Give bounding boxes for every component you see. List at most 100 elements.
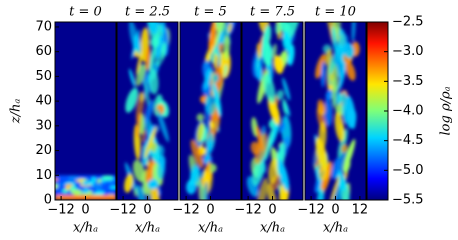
density-streak xyxy=(219,51,226,77)
density-field xyxy=(186,22,236,200)
x-tick-label: 0 xyxy=(268,203,276,218)
density-streak xyxy=(150,184,160,200)
density-streak xyxy=(286,22,300,40)
density-blob xyxy=(55,183,59,189)
density-streak xyxy=(155,34,163,60)
y-tick-label: 0 xyxy=(44,193,52,208)
density-blob xyxy=(97,178,102,183)
x-tick-label: 0 xyxy=(331,203,339,218)
density-blob xyxy=(70,185,77,191)
x-axis-label: x/hₐ xyxy=(260,221,285,236)
density-streak xyxy=(156,108,170,143)
density-blob xyxy=(92,182,102,189)
density-streak xyxy=(215,22,227,33)
density-blob xyxy=(91,176,96,183)
density-streak xyxy=(161,41,167,60)
density-streak xyxy=(190,139,204,169)
density-streak xyxy=(135,63,147,87)
y-tick-label: 20 xyxy=(35,143,52,158)
x-tick-label: 0 xyxy=(143,203,151,218)
density-streak xyxy=(263,73,276,104)
x-tick-label: −12 xyxy=(109,203,136,218)
density-streak xyxy=(154,144,165,159)
density-streak xyxy=(264,128,274,161)
density-streak xyxy=(144,99,154,124)
density-streak xyxy=(317,161,321,173)
panel-title: t = 2.5 xyxy=(125,5,170,20)
density-streak xyxy=(254,132,268,165)
density-streak xyxy=(262,41,273,67)
density-streak xyxy=(129,68,136,88)
density-streak xyxy=(315,166,320,183)
panel xyxy=(180,22,241,200)
density-streak xyxy=(277,31,283,40)
colorbar-tick-label: −3.0 xyxy=(392,44,424,59)
density-streak xyxy=(267,96,281,125)
density-streak xyxy=(190,164,201,185)
density-streak xyxy=(209,120,215,129)
density-streak xyxy=(256,177,268,200)
density-streak xyxy=(282,31,292,52)
density-blob xyxy=(94,190,105,195)
density-streak xyxy=(282,98,288,115)
panel-title: t = 5 xyxy=(194,5,227,20)
x-tick-label: −12 xyxy=(297,203,324,218)
density-streak xyxy=(273,55,284,74)
x-tick-label: −12 xyxy=(172,203,199,218)
colorbar-tick-label: −3.5 xyxy=(392,74,424,89)
density-streak xyxy=(144,162,156,183)
x-tick-label: −12 xyxy=(234,203,261,218)
x-axis-label: x/hₐ xyxy=(135,221,160,236)
density-field xyxy=(313,22,360,200)
density-streak xyxy=(277,159,290,192)
density-streak xyxy=(132,159,146,183)
x-tick-label: 0 xyxy=(206,203,214,218)
density-streak xyxy=(223,35,230,61)
y-axis-label: z/hₐ xyxy=(9,99,24,125)
density-streak xyxy=(211,73,219,83)
density-streak xyxy=(156,160,166,180)
density-blob xyxy=(96,187,101,191)
density-streak xyxy=(343,138,356,171)
density-streak xyxy=(334,111,345,143)
density-streak xyxy=(208,28,214,52)
density-streak xyxy=(212,82,222,117)
density-blob xyxy=(55,178,59,181)
panel xyxy=(242,22,303,200)
x-axis-label: x/hₐ xyxy=(198,221,223,236)
density-streak xyxy=(136,51,143,76)
density-streak xyxy=(150,37,160,48)
density-streak xyxy=(343,42,355,59)
density-blob xyxy=(68,175,80,181)
density-streak xyxy=(339,179,350,200)
density-streak xyxy=(161,22,166,35)
density-streak xyxy=(136,33,141,55)
density-streak xyxy=(337,92,343,105)
density-blob xyxy=(83,187,89,194)
density-blob xyxy=(101,175,114,181)
density-blob xyxy=(61,189,69,193)
y-tick-label: 70 xyxy=(35,19,52,34)
panel-title: t = 7.5 xyxy=(250,5,295,20)
colorbar-tick-label: −5.0 xyxy=(392,163,424,178)
y-tick-label: 30 xyxy=(35,118,52,133)
density-streak xyxy=(341,91,348,124)
density-streak xyxy=(351,22,356,43)
density-streak xyxy=(135,91,145,123)
density-streak xyxy=(268,158,279,185)
density-streak xyxy=(143,78,150,110)
density-streak xyxy=(276,89,284,100)
density-streak xyxy=(337,144,348,179)
y-tick-label: 50 xyxy=(35,69,52,84)
y-tick-label: 40 xyxy=(35,94,52,109)
y-tick-label: 10 xyxy=(35,168,52,183)
density-streak xyxy=(325,50,329,66)
density-streak xyxy=(148,68,159,95)
density-streak xyxy=(272,43,277,59)
density-streak xyxy=(227,22,232,34)
density-streak xyxy=(144,126,157,159)
density-streak xyxy=(329,175,340,200)
density-streak xyxy=(252,159,265,186)
density-streak xyxy=(341,144,348,154)
